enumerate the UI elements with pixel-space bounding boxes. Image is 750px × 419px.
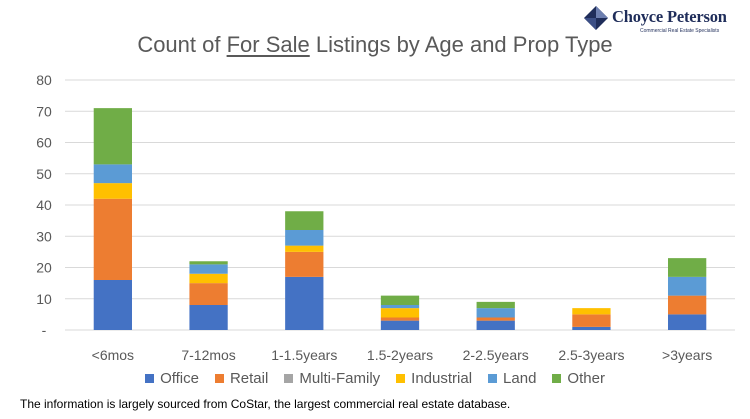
chart-title-suffix: Listings by Age and Prop Type — [309, 32, 613, 57]
bar-segment — [189, 261, 228, 265]
bar-segment — [380, 320, 420, 330]
chart-title: Count of For Sale Listings by Age and Pr… — [0, 32, 750, 58]
y-tick-label: 10 — [36, 291, 52, 307]
bar-segment — [93, 164, 132, 184]
diamond-logo-icon — [584, 6, 608, 30]
legend-swatch — [284, 374, 294, 383]
logo-tagline: Commercial Real Estate Specialists — [640, 28, 720, 34]
x-tick-label: 2.5-3years — [558, 347, 624, 363]
bar-segment — [572, 314, 611, 327]
y-tick-label: 30 — [36, 228, 52, 244]
logo-company-name: Choyce Peterson — [612, 7, 727, 26]
x-tick-label: <6mos — [92, 347, 134, 363]
legend-label: Multi-Family — [299, 370, 381, 387]
legend-label: Industrial — [411, 370, 473, 387]
bar-segment — [285, 245, 324, 252]
bar-segment — [93, 280, 132, 330]
y-tick-label: 50 — [36, 166, 52, 182]
bar-segment — [285, 251, 324, 277]
y-tick-label: 70 — [36, 103, 52, 119]
bar-segment — [285, 276, 324, 330]
y-tick-label: - — [42, 322, 47, 338]
legend-item: Industrial — [396, 370, 472, 387]
legend-swatch — [214, 374, 224, 383]
bar-segment — [380, 295, 420, 305]
legend-label: Land — [503, 370, 537, 387]
bar-segment — [668, 258, 707, 277]
company-logo: Choyce Peterson Commercial Real Estate S… — [584, 4, 750, 38]
bar-segment — [189, 283, 228, 305]
legend-swatch — [488, 374, 498, 383]
bar-segment — [668, 295, 707, 315]
legend-item: Other — [552, 370, 605, 387]
legend-label: Retail — [229, 370, 269, 387]
bar-segment — [476, 320, 515, 330]
y-tick-label: 20 — [36, 260, 52, 276]
chart-title-prefix: Count of — [137, 32, 227, 57]
legend-swatch — [145, 374, 155, 383]
bar-segment — [93, 108, 132, 165]
bar-segment — [668, 276, 707, 296]
legend-label: Other — [567, 370, 605, 387]
bar-segment — [93, 198, 132, 280]
bar-segment — [189, 264, 228, 274]
x-tick-label: >3years — [662, 347, 712, 363]
bar-segment — [668, 314, 707, 330]
bar-segment — [572, 326, 611, 330]
y-tick-label: 80 — [36, 72, 52, 88]
source-footnote: The information is largely sourced from … — [20, 397, 511, 411]
y-tick-label: 60 — [36, 135, 52, 151]
bar-segment — [285, 230, 324, 246]
bar-segment — [285, 211, 324, 230]
chart-legend: Office Retail Multi-Family Industrial Land Ot… — [0, 370, 750, 387]
x-tick-label: 7-12mos — [181, 347, 235, 363]
y-tick-label: 40 — [36, 197, 52, 213]
x-tick-label: 1-1.5years — [271, 347, 337, 363]
x-tick-label: 2-2.5years — [463, 347, 529, 363]
bar-segment — [93, 183, 132, 199]
bar-segment — [380, 317, 420, 321]
legend-item: Office — [145, 370, 199, 387]
legend-swatch — [396, 374, 406, 383]
bar-segment — [476, 317, 515, 321]
bar-segment — [572, 308, 611, 315]
bar-segment — [189, 273, 228, 284]
legend-item: Multi-Family — [284, 370, 380, 387]
legend-swatch — [552, 374, 562, 383]
legend-label: Office — [160, 370, 199, 387]
chart-title-underlined: For Sale — [226, 32, 310, 57]
bar-segment — [476, 301, 515, 309]
bar-segment — [380, 308, 420, 318]
legend-item: Retail — [214, 370, 269, 387]
bar-segment — [476, 308, 515, 318]
legend-item: Land — [488, 370, 536, 387]
bar-segment — [380, 305, 420, 309]
bar-segment — [189, 305, 228, 330]
x-tick-label: 1.5-2years — [367, 347, 433, 363]
